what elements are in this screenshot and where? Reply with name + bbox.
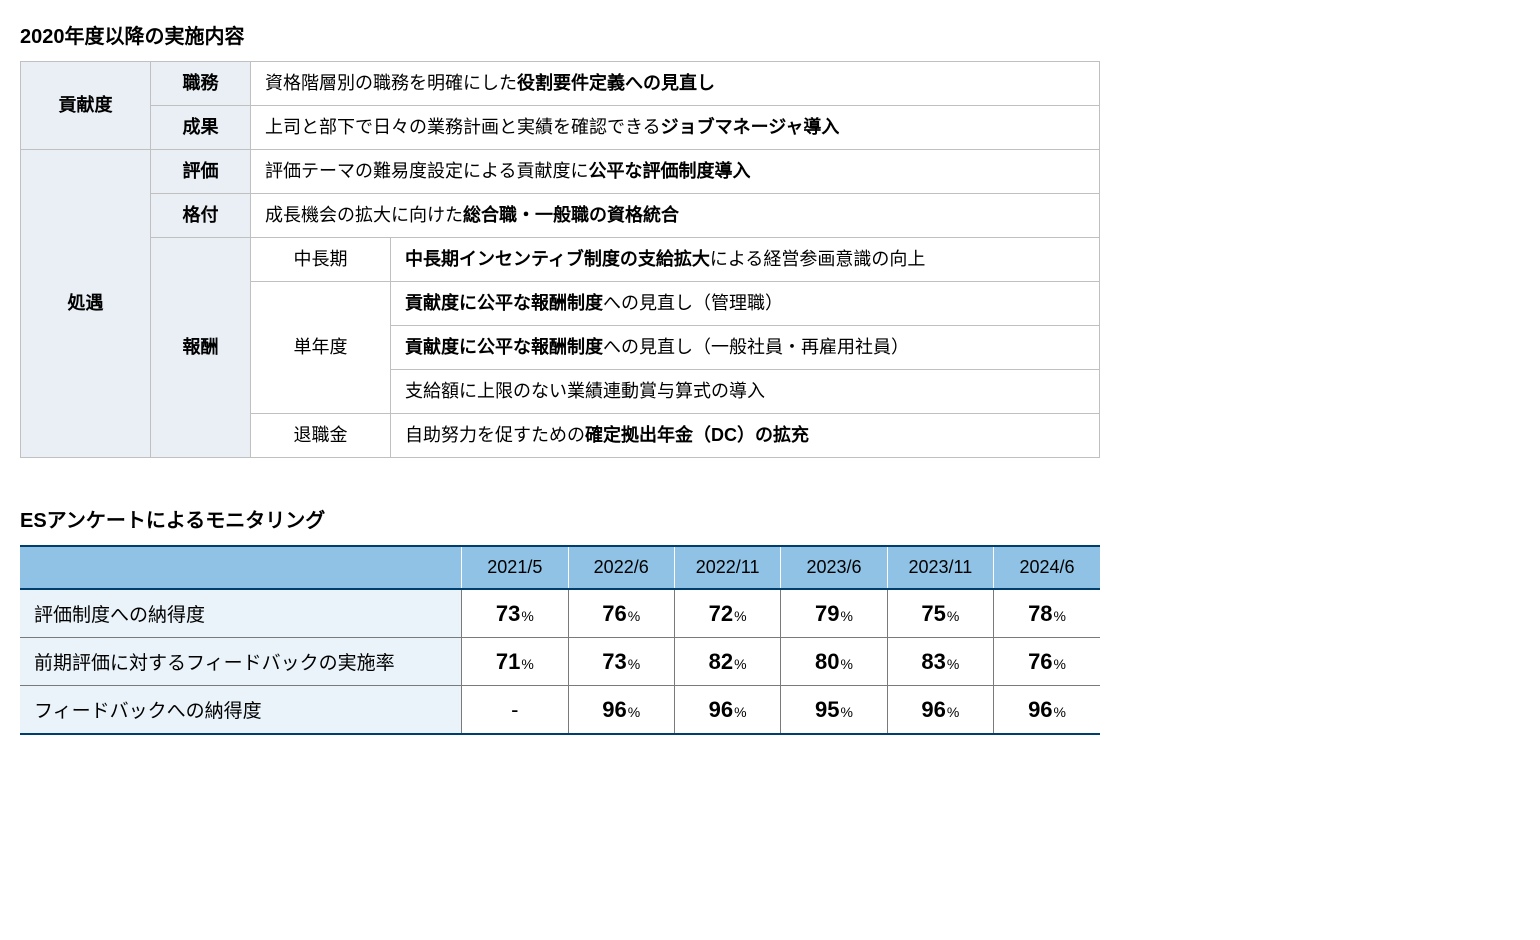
section2-title: ESアンケートによるモニタリング — [20, 504, 1520, 533]
text-bold: ジョブマネージャ導入 — [661, 117, 840, 137]
col-period: 2024/6 — [994, 546, 1100, 589]
col-period: 2023/6 — [781, 546, 887, 589]
col-period: 2023/11 — [887, 546, 993, 589]
cell-duty: 資格階層別の職務を明確にした役割要件定義への見直し — [251, 62, 1100, 106]
table-header-row: 2021/5 2022/6 2022/11 2023/6 2023/11 202… — [20, 546, 1100, 589]
metric-value: 79% — [781, 589, 887, 638]
table-row: 成果 上司と部下で日々の業務計画と実績を確認できるジョブマネージャ導入 — [21, 106, 1100, 150]
text: 成長機会の拡大に向けた — [265, 205, 463, 225]
cell-result: 上司と部下で日々の業務計画と実績を確認できるジョブマネージャ導入 — [251, 106, 1100, 150]
cat-contribution: 貢献度 — [21, 62, 151, 150]
metric-label: フィードバックへの納得度 — [20, 686, 462, 735]
metric-value: 73% — [462, 589, 568, 638]
table-row: 貢献度 職務 資格階層別の職務を明確にした役割要件定義への見直し — [21, 62, 1100, 106]
metric-value: 96% — [674, 686, 780, 735]
metric-value: - — [462, 686, 568, 735]
monitoring-tbody: 評価制度への納得度73%76%72%79%75%78%前期評価に対するフィードバ… — [20, 589, 1100, 734]
metric-value: 76% — [568, 589, 674, 638]
text-bold: 確定拠出年金（DC）の拡充 — [585, 425, 809, 445]
text: への見直し（一般社員・再雇用社員） — [603, 337, 909, 357]
metric-label: 前期評価に対するフィードバックの実施率 — [20, 638, 462, 686]
cell-single1: 貢献度に公平な報酬制度への見直し（管理職） — [391, 282, 1100, 326]
table-row: フィードバックへの納得度-96%96%95%96%96% — [20, 686, 1100, 735]
metric-value: 83% — [887, 638, 993, 686]
table-row: 前期評価に対するフィードバックの実施率71%73%82%80%83%76% — [20, 638, 1100, 686]
subcol-single: 単年度 — [251, 282, 391, 414]
col-period: 2021/5 — [462, 546, 568, 589]
metric-value: 78% — [994, 589, 1100, 638]
subcol-retire: 退職金 — [251, 414, 391, 458]
cell-single3: 支給額に上限のない業績連動賞与算式の導入 — [391, 370, 1100, 414]
metric-value: 96% — [887, 686, 993, 735]
col-period: 2022/11 — [674, 546, 780, 589]
sub-eval: 評価 — [151, 150, 251, 194]
text: 上司と部下で日々の業務計画と実績を確認できる — [265, 117, 661, 137]
sub-result: 成果 — [151, 106, 251, 150]
text-bold: 役割要件定義への見直し — [517, 73, 715, 93]
text: による経営参画意識の向上 — [710, 249, 925, 269]
text: への見直し（管理職） — [603, 293, 783, 313]
metric-value: 96% — [568, 686, 674, 735]
text: 評価テーマの難易度設定による貢献度に — [265, 161, 588, 181]
text-bold: 貢献度に公平な報酬制度 — [405, 337, 603, 357]
metric-value: 73% — [568, 638, 674, 686]
cat-treatment: 処遇 — [21, 150, 151, 458]
text-bold: 総合職・一般職の資格統合 — [463, 205, 679, 225]
metric-value: 75% — [887, 589, 993, 638]
sub-duty: 職務 — [151, 62, 251, 106]
table-row: 格付 成長機会の拡大に向けた総合職・一般職の資格統合 — [21, 194, 1100, 238]
metric-value: 71% — [462, 638, 568, 686]
implementation-table: 貢献度 職務 資格階層別の職務を明確にした役割要件定義への見直し 成果 上司と部… — [20, 61, 1100, 458]
cell-single2: 貢献度に公平な報酬制度への見直し（一般社員・再雇用社員） — [391, 326, 1100, 370]
section1-title: 2020年度以降の実施内容 — [20, 20, 1520, 49]
metric-value: 80% — [781, 638, 887, 686]
cell-midlong: 中長期インセンティブ制度の支給拡大による経営参画意識の向上 — [391, 238, 1100, 282]
metric-label: 評価制度への納得度 — [20, 589, 462, 638]
text-bold: 中長期インセンティブ制度の支給拡大 — [405, 249, 710, 269]
subcol-midlong: 中長期 — [251, 238, 391, 282]
table-row: 評価制度への納得度73%76%72%79%75%78% — [20, 589, 1100, 638]
monitoring-table: 2021/5 2022/6 2022/11 2023/6 2023/11 202… — [20, 545, 1100, 735]
text-bold: 公平な評価制度導入 — [588, 161, 750, 181]
col-metric — [20, 546, 462, 589]
text: 資格階層別の職務を明確にした — [265, 73, 517, 93]
metric-value: 95% — [781, 686, 887, 735]
cell-eval: 評価テーマの難易度設定による貢献度に公平な評価制度導入 — [251, 150, 1100, 194]
metric-value: 96% — [994, 686, 1100, 735]
text: 自助努力を促すための — [405, 425, 585, 445]
cell-retire: 自助努力を促すための確定拠出年金（DC）の拡充 — [391, 414, 1100, 458]
cell-grade: 成長機会の拡大に向けた総合職・一般職の資格統合 — [251, 194, 1100, 238]
sub-grade: 格付 — [151, 194, 251, 238]
text-bold: 貢献度に公平な報酬制度 — [405, 293, 603, 313]
metric-value: 72% — [674, 589, 780, 638]
table-row: 報酬 中長期 中長期インセンティブ制度の支給拡大による経営参画意識の向上 — [21, 238, 1100, 282]
metric-value: 76% — [994, 638, 1100, 686]
sub-reward: 報酬 — [151, 238, 251, 458]
metric-value: 82% — [674, 638, 780, 686]
col-period: 2022/6 — [568, 546, 674, 589]
table-row: 処遇 評価 評価テーマの難易度設定による貢献度に公平な評価制度導入 — [21, 150, 1100, 194]
